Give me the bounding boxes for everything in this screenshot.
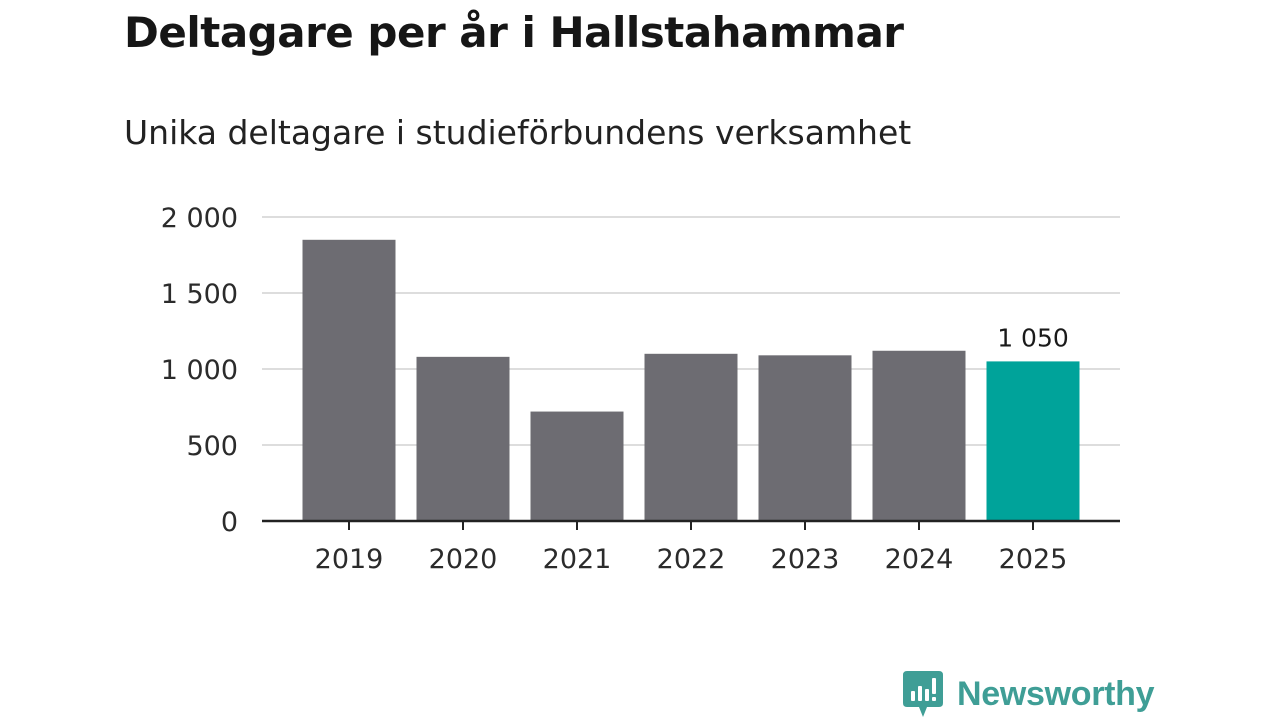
bar-2023: [758, 355, 852, 521]
brand-logo: Newsworthy: [903, 671, 1155, 717]
x-tick-label: 2021: [543, 544, 612, 575]
x-tick-label: 2019: [315, 544, 384, 575]
x-tick-label: 2020: [429, 544, 498, 575]
bar-2025: [986, 361, 1080, 521]
x-tick-label: 2025: [999, 544, 1068, 575]
newsworthy-logo-icon: [903, 671, 943, 717]
x-tick-label: 2023: [771, 544, 840, 575]
bar-2021: [530, 411, 624, 521]
brand-name: Newsworthy: [957, 675, 1155, 713]
data-label: 1 050: [997, 323, 1069, 352]
chart-title: Deltagare per år i Hallstahammar: [124, 8, 904, 57]
y-tick-label: 2 000: [161, 203, 238, 234]
bar-2024: [872, 350, 966, 521]
bar-2022: [644, 353, 738, 521]
y-tick-label: 1 000: [161, 355, 238, 386]
y-tick-label: 1 500: [161, 279, 238, 310]
bar-2020: [416, 356, 510, 521]
x-tick-label: 2024: [885, 544, 954, 575]
y-tick-label: 0: [221, 507, 238, 538]
x-tick-label: 2022: [657, 544, 726, 575]
bar-2019: [302, 239, 396, 522]
y-tick-label: 500: [186, 431, 238, 462]
chart-subtitle: Unika deltagare i studieförbundens verks…: [124, 113, 912, 152]
